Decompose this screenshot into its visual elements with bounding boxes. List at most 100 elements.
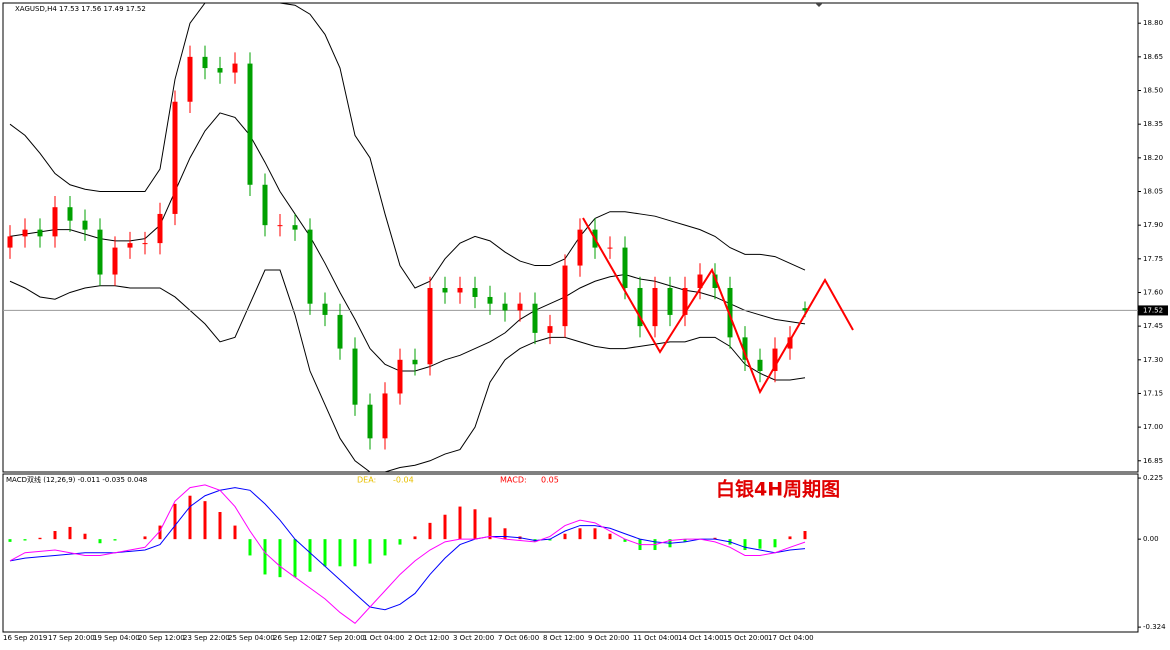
candle-body bbox=[517, 303, 523, 311]
y-tick-label: 17.45 bbox=[1143, 322, 1163, 330]
x-tick-label: 23 Sep 22:00 bbox=[183, 634, 230, 642]
candle-body bbox=[262, 184, 268, 226]
candle-body bbox=[52, 207, 58, 237]
candle-body bbox=[322, 303, 328, 315]
macd-title: MACD双线 (12,26,9) -0.011 -0.035 0.048 bbox=[6, 475, 147, 484]
macd-line bbox=[9, 487, 806, 611]
histogram-bar bbox=[398, 539, 402, 545]
last-price-label: 17.52 bbox=[1143, 306, 1163, 314]
candle-body bbox=[472, 287, 478, 297]
histogram-bar bbox=[428, 522, 432, 540]
histogram-bar bbox=[773, 539, 777, 548]
candle-body bbox=[277, 225, 283, 227]
histogram-bar bbox=[713, 537, 717, 540]
histogram-bar bbox=[788, 536, 792, 540]
histogram-bar bbox=[608, 533, 612, 540]
x-tick-label: 15 Oct 20:00 bbox=[723, 634, 769, 642]
histogram-bar bbox=[8, 539, 12, 542]
candle-body bbox=[97, 229, 103, 275]
y-tick-label: 18.65 bbox=[1143, 53, 1163, 61]
y-tick-label: 17.90 bbox=[1143, 221, 1163, 229]
histogram-bar bbox=[173, 503, 177, 540]
candle-body bbox=[22, 229, 28, 237]
histogram-bar bbox=[473, 509, 477, 540]
histogram-bar bbox=[548, 539, 552, 541]
y-tick-label: 18.05 bbox=[1143, 187, 1163, 195]
histogram-bar bbox=[743, 539, 747, 551]
y-tick-label: 18.35 bbox=[1143, 120, 1163, 128]
y-tick-label: 18.20 bbox=[1143, 154, 1163, 162]
candle-body bbox=[157, 213, 163, 244]
x-tick-label: 7 Oct 06:00 bbox=[498, 634, 539, 642]
last-price-box bbox=[1138, 305, 1168, 316]
y-tick-label: 17.75 bbox=[1143, 255, 1163, 263]
candle-body bbox=[202, 56, 208, 69]
candle-body bbox=[292, 225, 298, 230]
histogram-bar bbox=[563, 533, 567, 540]
x-tick-label: 19 Sep 04:00 bbox=[93, 634, 140, 642]
candle-body bbox=[232, 63, 238, 73]
y-tick-label: 17.15 bbox=[1143, 389, 1163, 397]
histogram-bar bbox=[263, 539, 267, 575]
histogram-bar bbox=[38, 537, 42, 540]
histogram-bar bbox=[53, 531, 57, 540]
histogram-bar bbox=[293, 539, 297, 578]
y-tick-label: 17.30 bbox=[1143, 356, 1163, 364]
candle-body bbox=[367, 404, 373, 439]
candle-body bbox=[127, 243, 133, 248]
x-tick-label: 25 Sep 04:00 bbox=[228, 634, 275, 642]
x-tick-label: 14 Oct 14:00 bbox=[678, 634, 724, 642]
candle-body bbox=[337, 314, 343, 349]
candle-body bbox=[742, 337, 748, 360]
histogram-bar bbox=[218, 512, 222, 540]
candle-body bbox=[427, 287, 433, 365]
candle-body bbox=[307, 229, 313, 304]
histogram-bar bbox=[578, 528, 582, 540]
histogram-bar bbox=[143, 536, 147, 540]
candle-body bbox=[502, 303, 508, 311]
candle-body bbox=[142, 243, 148, 245]
shift-marker bbox=[815, 3, 823, 7]
x-tick-label: 17 Oct 04:00 bbox=[768, 634, 814, 642]
histogram-bar bbox=[338, 539, 342, 567]
candle-body bbox=[727, 287, 733, 338]
candle-body bbox=[787, 337, 793, 349]
histogram-bar bbox=[413, 536, 417, 540]
histogram-bar bbox=[323, 539, 327, 567]
candle-body bbox=[547, 326, 553, 333]
x-tick-label: 2 Oct 12:00 bbox=[408, 634, 449, 642]
price-panel bbox=[2, 2, 1139, 473]
histogram-bar bbox=[623, 539, 627, 542]
candle-body bbox=[217, 68, 223, 73]
x-tick-label: 27 Sep 20:00 bbox=[318, 634, 365, 642]
candle-body bbox=[667, 287, 673, 315]
candle-body bbox=[487, 296, 493, 304]
candle-body bbox=[67, 207, 73, 221]
candle-body bbox=[577, 229, 583, 266]
histogram-bar bbox=[308, 539, 312, 572]
candle-body bbox=[247, 63, 253, 185]
histogram-bar bbox=[488, 517, 492, 540]
y-tick-label: 18.80 bbox=[1143, 19, 1163, 27]
histogram-bar bbox=[458, 506, 462, 540]
histogram-bar bbox=[368, 539, 372, 564]
dea-value: -0.04 bbox=[393, 476, 414, 485]
histogram-bar bbox=[68, 526, 72, 540]
x-tick-label: 17 Sep 20:00 bbox=[48, 634, 95, 642]
signal-line bbox=[9, 484, 806, 624]
histogram-bar bbox=[233, 525, 237, 540]
candle-body bbox=[772, 348, 778, 372]
band-middle bbox=[9, 112, 806, 372]
histogram-bar bbox=[353, 539, 357, 567]
x-tick-label: 8 Oct 12:00 bbox=[543, 634, 584, 642]
y-tick-label: 17.60 bbox=[1143, 288, 1163, 296]
histogram-bar bbox=[383, 539, 387, 556]
histogram-bar bbox=[758, 539, 762, 549]
candle-body bbox=[7, 236, 13, 248]
candle-body bbox=[697, 274, 703, 288]
candle-body bbox=[712, 274, 718, 288]
candle-body bbox=[112, 247, 118, 275]
candle-body bbox=[532, 303, 538, 333]
histogram-bar bbox=[503, 528, 507, 540]
